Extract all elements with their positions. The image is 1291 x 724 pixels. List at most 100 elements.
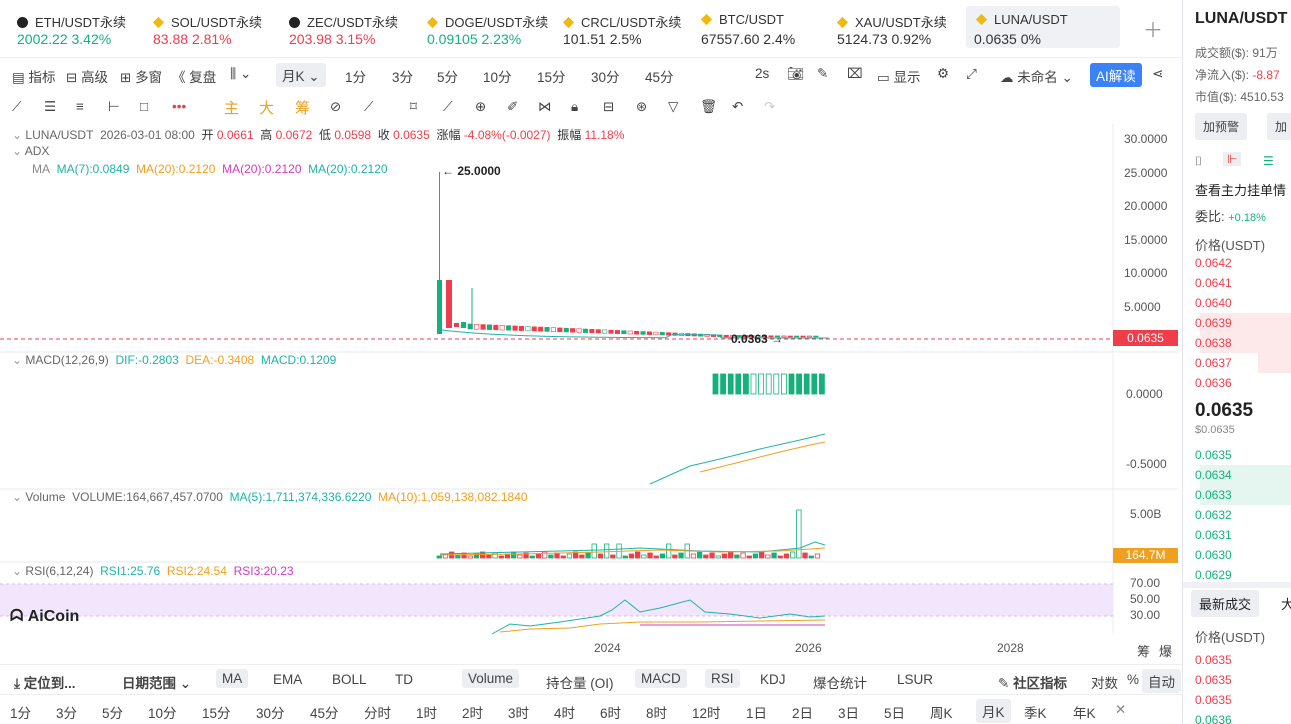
indicator-9[interactable]: 爆仓统计	[813, 676, 867, 691]
indicator-7[interactable]: RSI	[705, 669, 740, 688]
lock-icon[interactable]: 🔒︎	[571, 99, 579, 114]
interval-2[interactable]: 5分	[437, 70, 459, 85]
bid-row[interactable]: 0.0629	[1195, 565, 1291, 585]
indicator-1[interactable]: EMA	[273, 672, 303, 687]
trendline-icon[interactable]: ⟋	[12, 99, 22, 114]
interval-5[interactable]: 30分	[591, 70, 620, 85]
ticker-tab-0[interactable]: ETH/USDT永续 2002.22 3.42%	[17, 6, 147, 48]
period-8[interactable]: 1时	[416, 706, 438, 721]
period-9[interactable]: 2时	[462, 706, 484, 721]
indicator-6[interactable]: MACD	[635, 669, 687, 688]
hlines-icon[interactable]: ☰	[44, 99, 57, 114]
indicator-button[interactable]: ▤ 指标	[12, 70, 56, 85]
parallel-icon[interactable]: ≡	[76, 99, 84, 114]
ask-row[interactable]: 0.0640	[1195, 293, 1291, 313]
undo-icon[interactable]: ↶	[732, 99, 744, 114]
indicator-3[interactable]: TD	[395, 672, 413, 687]
big-order-button[interactable]: 大	[259, 100, 275, 117]
book-mode-selected-icon[interactable]: ⊩	[1223, 152, 1242, 166]
period-22[interactable]: 年K	[1073, 706, 1096, 721]
bid-row[interactable]: 0.0632	[1195, 505, 1291, 525]
period-15[interactable]: 1日	[746, 706, 768, 721]
indicator-5[interactable]: 持仓量 (OI)	[546, 676, 614, 691]
redo-icon[interactable]: ↷	[764, 99, 776, 114]
layout-select[interactable]: ☁ 未命名 ⌄	[1000, 70, 1073, 85]
trades-tab[interactable]: 最新成交	[1191, 590, 1260, 617]
period-13[interactable]: 8时	[646, 706, 668, 721]
ask-row[interactable]: 0.0641	[1195, 273, 1291, 293]
add-tab-button[interactable]: ＋	[1143, 20, 1163, 42]
period-10[interactable]: 3时	[508, 706, 530, 721]
advanced-button[interactable]: ⊟ 高级	[66, 70, 109, 85]
period-0[interactable]: 1分	[10, 706, 32, 721]
settings-icon[interactable]: ⚙	[937, 66, 950, 81]
ask-row[interactable]: 0.0639	[1195, 313, 1291, 333]
display-button[interactable]: ▭ 显示	[877, 70, 921, 85]
ticker-tab-5[interactable]: BTC/USDT 67557.60 2.4%	[700, 6, 831, 48]
big-trades-tab[interactable]: 大	[1281, 594, 1291, 613]
interval-1[interactable]: 3分	[392, 70, 414, 85]
indicator-10[interactable]: LSUR	[897, 672, 934, 687]
bid-row[interactable]: 0.0631	[1195, 525, 1291, 545]
replay-button[interactable]: 《 复盘	[172, 70, 217, 85]
indicator-2[interactable]: BOLL	[332, 672, 367, 687]
main-force-button[interactable]: 主	[224, 100, 240, 117]
rect-icon[interactable]: □	[140, 99, 149, 114]
period-3[interactable]: 10分	[148, 706, 177, 721]
refresh-rate[interactable]: 2s	[755, 66, 770, 81]
period-6[interactable]: 45分	[310, 706, 339, 721]
note-icon[interactable]: ⊟	[603, 99, 615, 114]
comment-icon[interactable]: ⌧	[847, 66, 863, 81]
indicator-0[interactable]: MA	[216, 669, 249, 688]
pen-icon[interactable]: ✎	[817, 66, 829, 81]
period-1[interactable]: 3分	[56, 706, 78, 721]
bid-row[interactable]: 0.0634	[1195, 465, 1291, 485]
community-indicator-button[interactable]: ✎ 社区指标	[998, 676, 1068, 691]
measure-icon[interactable]: ⟋	[364, 99, 374, 114]
bid-row[interactable]: 0.0635	[1195, 445, 1291, 465]
link-icon[interactable]: ⊛	[636, 99, 648, 114]
chip-button[interactable]: 筹	[295, 100, 311, 117]
liquidation-corner-button[interactable]: 爆	[1159, 644, 1173, 659]
timeframe-select[interactable]: 月K ⌄	[276, 63, 326, 87]
interval-4[interactable]: 15分	[537, 70, 566, 85]
chart-area[interactable]: ⌄ LUNA/USDT 2026-03-01 08:00 开 0.0661 高 …	[0, 124, 1178, 662]
ticker-tab-4[interactable]: CRCL/USDT永续 101.51 2.5%	[562, 6, 693, 48]
magnet-icon[interactable]: ⊘	[330, 99, 342, 114]
chip-corner-button[interactable]: 筹	[1137, 644, 1151, 659]
close-interval-icon[interactable]: ✕	[1115, 702, 1127, 717]
add-button[interactable]: 加	[1267, 113, 1291, 140]
more-tools-icon[interactable]: •••	[172, 99, 187, 114]
interval-6[interactable]: 45分	[645, 70, 674, 85]
book-mode-icon[interactable]: ⌷	[1195, 154, 1203, 168]
ticker-tab-3[interactable]: DOGE/USDT永续 0.09105 2.23%	[426, 6, 557, 48]
period-20[interactable]: 月K	[976, 699, 1011, 723]
hline-icon[interactable]: ⊢	[108, 99, 120, 114]
alert-button[interactable]: 加预警	[1195, 113, 1248, 140]
period-7[interactable]: 分时	[364, 706, 391, 721]
book-list-icon[interactable]: ☰	[1263, 154, 1274, 168]
ask-row[interactable]: 0.0642	[1195, 253, 1291, 273]
log-toggle[interactable]: 对数	[1091, 676, 1118, 691]
indicator-8[interactable]: KDJ	[760, 672, 786, 687]
ticker-tab-7[interactable]: LUNA/USDT 0.0635 0%	[966, 6, 1120, 48]
period-4[interactable]: 15分	[202, 706, 231, 721]
period-16[interactable]: 2日	[792, 706, 814, 721]
main-order-link[interactable]: 查看主力挂单情	[1195, 183, 1287, 198]
ask-row[interactable]: 0.0638	[1195, 333, 1291, 353]
fullscreen-icon[interactable]: ⤢	[966, 66, 977, 81]
ticker-tab-6[interactable]: XAU/USDT永续 5124.73 0.92%	[836, 6, 967, 48]
period-5[interactable]: 30分	[256, 706, 285, 721]
share-icon[interactable]: ⋖	[1152, 66, 1164, 81]
locate-button[interactable]: ⤓ 定位到...	[14, 676, 76, 691]
adx-legend[interactable]: ⌄ ADX	[12, 144, 50, 158]
period-21[interactable]: 季K	[1024, 706, 1047, 721]
period-2[interactable]: 5分	[102, 706, 124, 721]
camera-icon[interactable]: 📷︎	[787, 66, 805, 81]
chart-canvas[interactable]	[0, 124, 1178, 662]
period-19[interactable]: 周K	[930, 706, 953, 721]
crop-icon[interactable]: ⌑	[410, 99, 417, 114]
auto-toggle[interactable]: 自动	[1142, 669, 1181, 693]
ai-analysis-button[interactable]: AI解读	[1090, 63, 1142, 87]
filter-icon[interactable]: ▽	[668, 99, 679, 114]
